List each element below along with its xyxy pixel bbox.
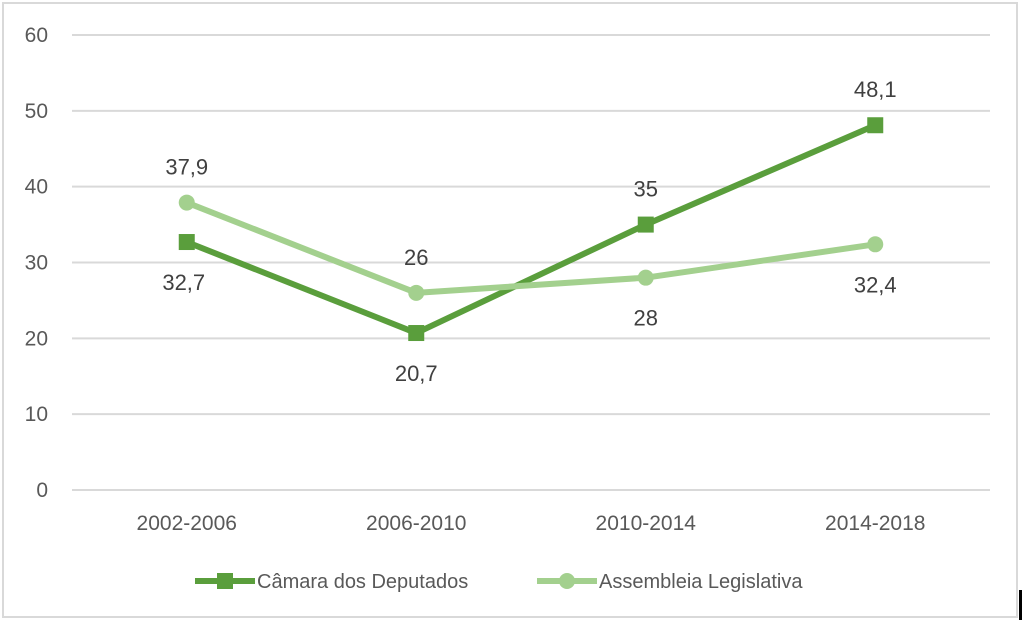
x-tick-label: 2014-2018 [825, 512, 925, 535]
series-line-1 [185, 199, 876, 296]
y-tick-label: 10 [25, 403, 48, 426]
data-label: 37,9 [165, 155, 208, 180]
data-point-marker [867, 117, 884, 134]
x-tick-label: 2002-2006 [137, 512, 237, 535]
chart-frame [2, 2, 1018, 618]
data-labels: 32,7 20,7 35 48,1 37,9 26 28 32,4 [162, 77, 896, 386]
gridlines [72, 34, 990, 491]
data-label: 32,4 [854, 272, 897, 297]
text-cursor [1019, 590, 1022, 620]
legend: Câmara dos Deputados Assembleia Legislati… [195, 571, 803, 593]
data-point-marker [178, 194, 195, 211]
data-point-marker [178, 234, 195, 251]
data-label: 32,7 [162, 270, 205, 295]
legend-marker [559, 573, 575, 589]
legend-label: Câmara dos Deputados [257, 571, 468, 593]
legend-item: Câmara dos Deputados [195, 571, 468, 593]
data-label: 20,7 [395, 361, 438, 386]
data-point-marker [867, 236, 884, 253]
series-line-0 [185, 122, 877, 337]
data-point-marker [408, 284, 425, 301]
data-label: 26 [404, 245, 428, 270]
y-tick-label: 0 [36, 479, 48, 502]
data-point-marker [637, 269, 654, 286]
y-tick-label: 20 [25, 327, 48, 350]
y-tick-label: 50 [25, 100, 48, 123]
data-label: 28 [634, 306, 658, 331]
series-group [178, 117, 884, 342]
legend-marker [217, 573, 233, 589]
y-tick-label: 40 [25, 176, 48, 199]
x-tick-label: 2010-2014 [596, 512, 697, 535]
data-point-marker [637, 216, 654, 233]
x-axis-ticks: 2002-2006 2006-2010 2010-2014 2014-2018 [137, 512, 926, 535]
legend-item: Assembleia Legislativa [537, 571, 803, 593]
data-label: 48,1 [854, 77, 897, 102]
data-point-marker [408, 325, 425, 342]
legend-label: Assembleia Legislativa [599, 571, 803, 593]
y-tick-label: 60 [25, 24, 48, 47]
y-axis-ticks: 0 10 20 30 40 50 60 [25, 24, 48, 502]
x-tick-label: 2006-2010 [366, 512, 466, 535]
data-label: 35 [634, 177, 658, 202]
y-tick-label: 30 [25, 252, 48, 275]
